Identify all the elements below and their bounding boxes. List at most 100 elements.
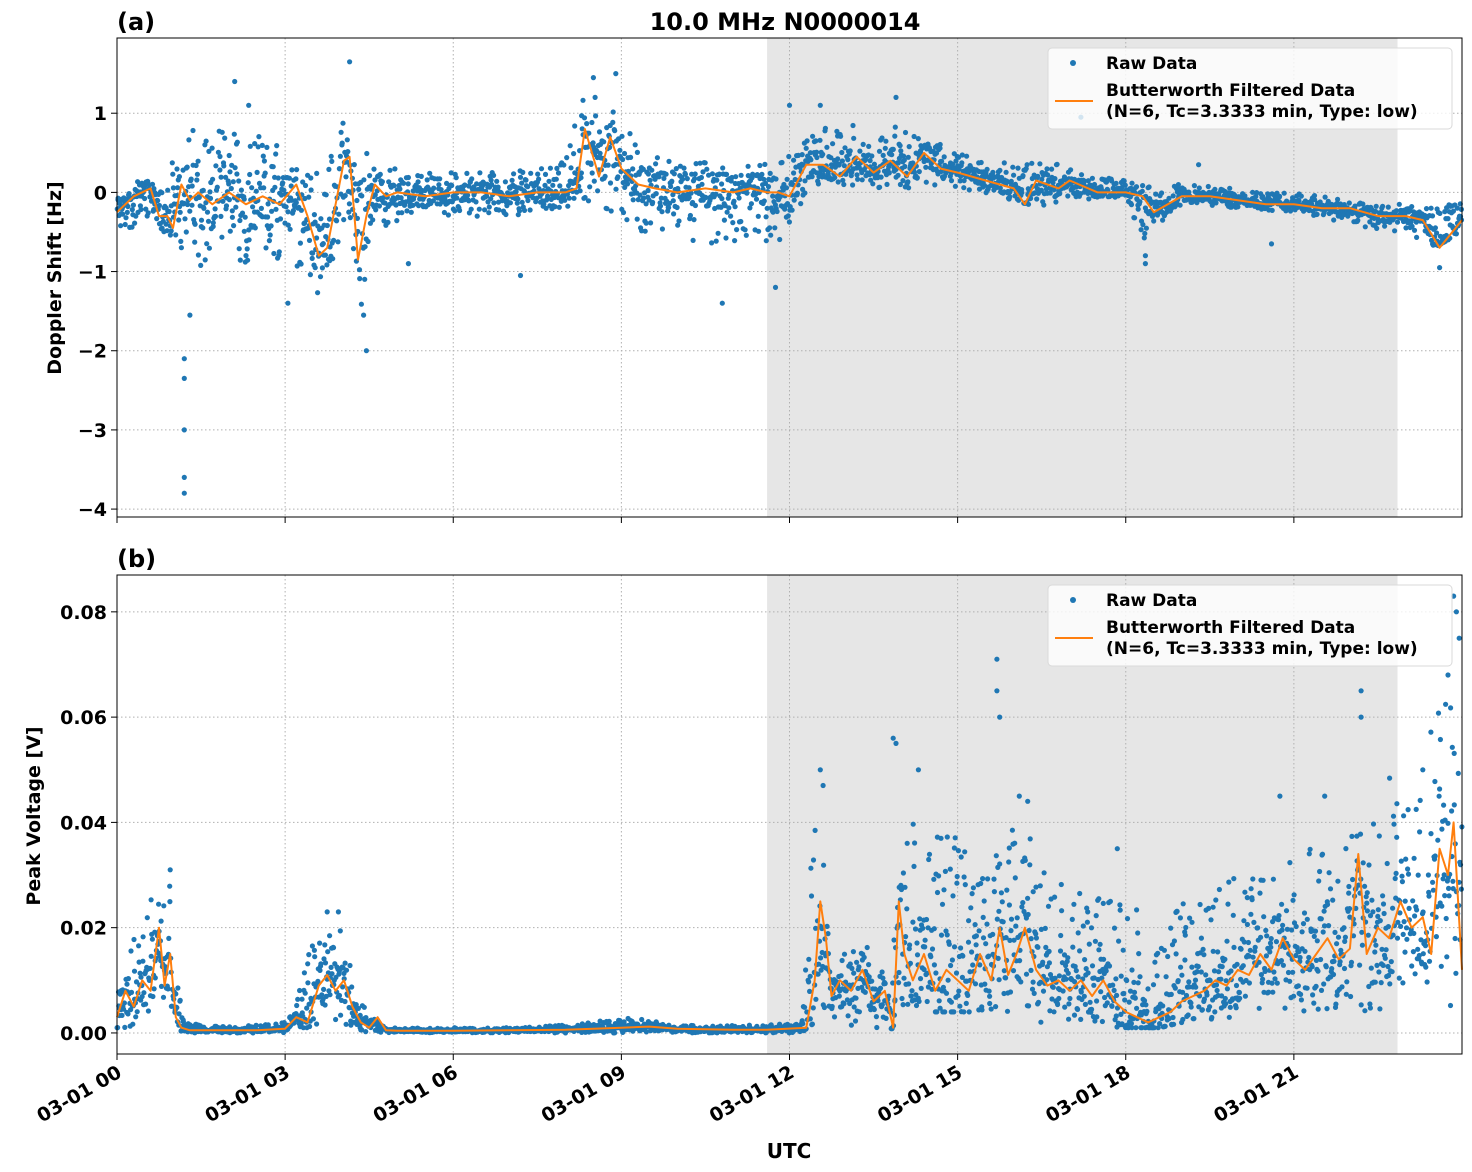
raw-data-point [289, 167, 295, 173]
raw-data-point [237, 217, 243, 224]
raw-data-point [347, 962, 353, 969]
raw-data-point [161, 903, 167, 909]
raw-data-point [1117, 902, 1123, 908]
raw-data-point [1111, 925, 1118, 931]
raw-data-point [1044, 166, 1050, 172]
raw-data-point [800, 1021, 806, 1027]
raw-data-point [1276, 913, 1282, 919]
raw-data-point [163, 221, 169, 227]
raw-data-point [182, 216, 188, 222]
raw-data-point [267, 232, 273, 238]
raw-data-point [516, 208, 523, 214]
raw-data-point [809, 174, 815, 180]
raw-data-point [941, 154, 947, 160]
raw-data-point [980, 914, 986, 921]
raw-data-point [256, 134, 262, 140]
raw-data-point [898, 148, 904, 154]
raw-data-point [1194, 200, 1200, 206]
raw-data-point [624, 181, 631, 187]
raw-data-point [226, 181, 232, 187]
raw-data-outlier [181, 490, 187, 496]
raw-data-point [924, 998, 930, 1005]
raw-data-point [1086, 941, 1092, 947]
raw-data-point [676, 218, 682, 224]
raw-data-point [972, 981, 979, 987]
raw-data-point [637, 192, 643, 198]
raw-data-point [663, 171, 669, 177]
raw-data-point [1264, 933, 1270, 939]
y-tick-label: −4 [78, 499, 107, 521]
raw-data-point [1396, 201, 1402, 207]
raw-data-point [525, 197, 531, 204]
y-tick-label: 1 [94, 103, 107, 125]
raw-data-point [1124, 977, 1130, 984]
raw-data-point [441, 209, 447, 216]
raw-data-point [1203, 972, 1209, 978]
raw-data-outlier [181, 375, 187, 381]
raw-data-point [158, 918, 164, 924]
raw-data-point [1199, 1007, 1205, 1013]
raw-data-point [818, 955, 824, 961]
raw-data-point [738, 172, 744, 178]
raw-data-point [590, 140, 596, 146]
raw-data-point [718, 204, 724, 210]
raw-data-point [491, 172, 497, 178]
raw-data-point [856, 1009, 863, 1015]
raw-data-point [1026, 927, 1032, 934]
raw-data-point [666, 158, 672, 164]
raw-data-point [1129, 180, 1135, 186]
raw-data-point [1129, 967, 1135, 973]
raw-data-point [659, 226, 666, 232]
raw-data-point [1207, 1004, 1213, 1010]
raw-data-point [482, 207, 488, 213]
raw-data-outlier [405, 261, 411, 267]
raw-data-point [356, 267, 363, 273]
raw-data-point [1263, 953, 1269, 959]
raw-data-point [1172, 985, 1178, 991]
raw-data-point [1195, 963, 1201, 970]
raw-data-point [206, 148, 212, 154]
raw-data-point [1238, 946, 1244, 952]
raw-data-point [773, 176, 779, 182]
raw-data-point [658, 195, 664, 201]
raw-data-point [382, 200, 388, 206]
raw-data-point [585, 198, 592, 204]
raw-data-point [314, 235, 320, 241]
raw-data-point [280, 180, 286, 186]
raw-data-point [866, 962, 872, 968]
raw-data-point [528, 170, 534, 176]
raw-data-point [767, 225, 773, 231]
raw-data-point [838, 133, 844, 139]
raw-data-point [1078, 1016, 1084, 1023]
raw-data-point [862, 989, 868, 995]
raw-data-point [173, 232, 179, 238]
raw-data-point [1250, 954, 1256, 960]
raw-data-point [1010, 968, 1017, 974]
raw-data-point [555, 170, 562, 176]
raw-data-point [965, 939, 972, 945]
raw-data-point [786, 153, 792, 160]
raw-data-point [1093, 913, 1099, 919]
raw-data-point [810, 133, 816, 139]
raw-data-point [991, 876, 997, 882]
raw-data-point [1414, 234, 1420, 240]
raw-data-point [1200, 946, 1206, 953]
raw-data-point [261, 158, 267, 164]
raw-data-outlier [1142, 261, 1148, 267]
raw-data-point [326, 166, 332, 172]
raw-data-point [856, 964, 862, 970]
raw-data-point [308, 175, 314, 181]
raw-data-point [237, 257, 243, 263]
raw-data-point [306, 237, 313, 243]
raw-data-point [1168, 925, 1174, 931]
raw-data-point [1213, 200, 1219, 206]
raw-data-point [1016, 197, 1022, 203]
raw-data-point [1159, 190, 1165, 196]
raw-data-point [926, 856, 932, 863]
raw-data-point [373, 207, 379, 213]
raw-data-point [201, 205, 207, 211]
raw-data-point [261, 185, 267, 191]
raw-data-point [1041, 202, 1047, 208]
raw-data-point [143, 1001, 149, 1007]
raw-data-point [697, 160, 703, 166]
